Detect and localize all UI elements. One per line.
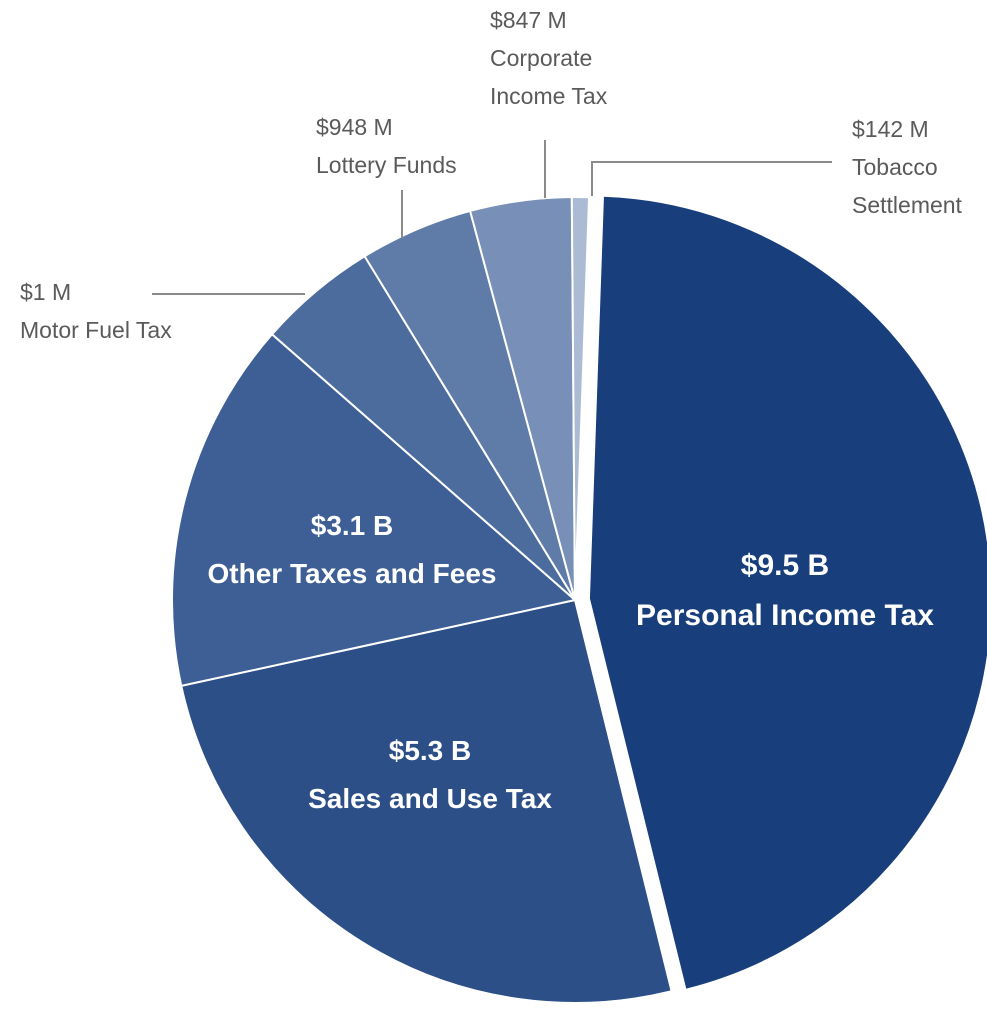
value-label-motor-fuel-tax: $1 M [20,279,71,305]
category-label-corporate-income-tax: Corporate Income Tax [490,45,608,109]
value-label-corporate-income-tax: $847 M [490,7,567,33]
leader-lines-layer [152,140,832,295]
labels-layer: $9.5 B Personal Income Tax $5.3 B Sales and… [20,7,963,814]
value-label-personal-income-tax: $9.5 B [741,549,829,582]
value-label-tobacco-settlement: $142 M [852,116,929,142]
slices-layer [171,194,987,1004]
value-label-lottery-funds: $948 M [316,114,393,140]
category-label-motor-fuel-tax: Motor Fuel Tax [20,317,172,343]
category-label-lottery-funds: Lottery Funds [316,152,457,178]
value-label-sales-and-use-tax: $5.3 B [389,735,472,766]
leader-line-tobacco-settlement [591,161,832,196]
slice-other-taxes-and-fees [171,332,578,688]
slice-tobacco-settlement [570,196,591,601]
slice-personal-income-tax [587,194,987,992]
category-label-sales-and-use-tax: Sales and Use Tax [308,783,552,814]
category-label-personal-income-tax: Personal Income Tax [636,599,934,632]
category-label-tobacco-settlement: Tobacco Settlement [852,154,963,218]
value-label-other-taxes-and-fees: $3.1 B [311,510,394,541]
slice-sales-and-use-tax [180,598,673,1004]
category-label-other-taxes-and-fees: Other Taxes and Fees [208,558,497,589]
